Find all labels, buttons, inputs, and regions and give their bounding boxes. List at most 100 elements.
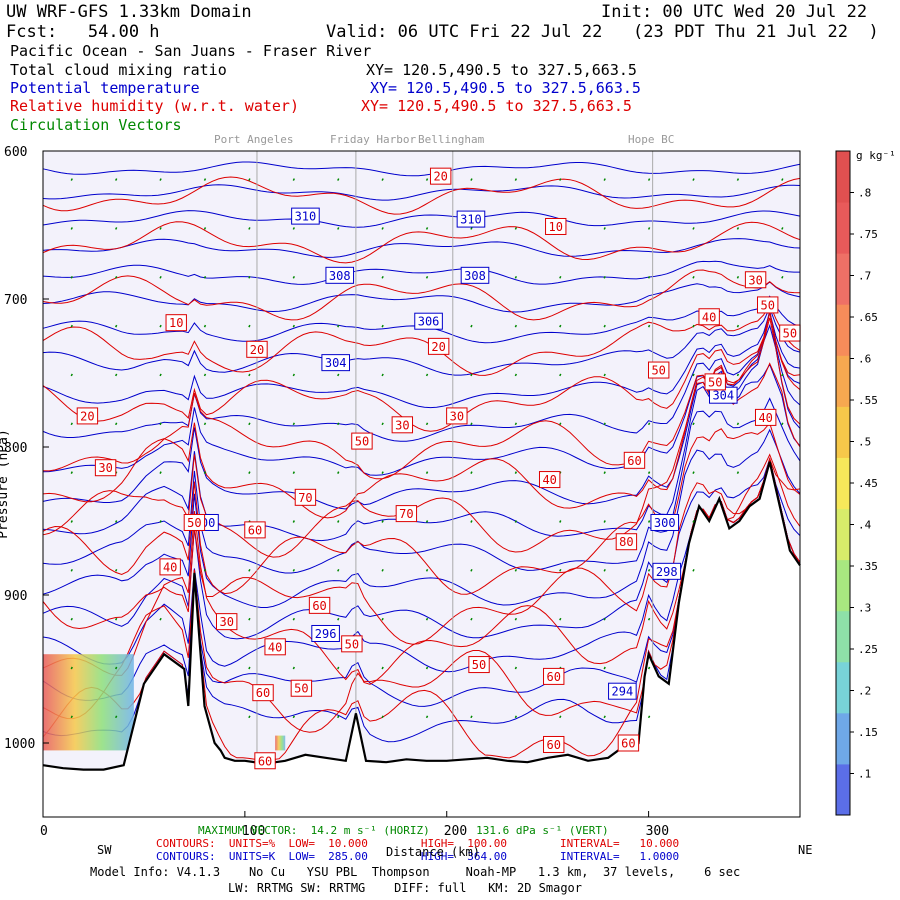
rh-label-box [617, 734, 640, 752]
rh-label-text: 10 [549, 220, 563, 234]
vector-arrow [248, 471, 251, 474]
rh-label: 30 [446, 407, 468, 425]
theta-label-box [325, 266, 355, 284]
colorbar-unit: g kg⁻¹ [856, 149, 896, 162]
rh-label: 50 [351, 432, 373, 450]
rh-label-text: 60 [312, 599, 326, 613]
vector-arrow [559, 373, 562, 377]
rh-label: 20 [427, 337, 450, 355]
vector-arrow [381, 178, 384, 181]
rh-label-text: 80 [619, 535, 633, 549]
rh-label-box [244, 521, 266, 539]
vector-arrow [292, 373, 295, 377]
rh-label: 50 [704, 373, 726, 391]
vector-arrow [470, 373, 473, 377]
colorbar-tick-label: .55 [858, 394, 878, 407]
colorbar-segment [836, 763, 850, 816]
vector-arrow [70, 568, 73, 572]
vector-arrow [203, 373, 207, 377]
vector-arrow [647, 666, 651, 670]
theta-label-text: 306 [418, 315, 440, 329]
vector-arrow [647, 568, 651, 572]
rh-label-text: 20 [80, 409, 94, 423]
rh-label-box [159, 558, 181, 576]
vector-arrow [115, 275, 118, 279]
theta-label-text: 296 [315, 627, 337, 641]
colorbar-tick-label: .1 [858, 768, 871, 781]
vector-arrow [736, 178, 740, 181]
vector-arrow [559, 520, 562, 523]
vector-arrow [70, 373, 73, 377]
theta-label: 296 [311, 624, 340, 642]
theta-label: 310 [291, 207, 320, 225]
vector-arrow [115, 568, 118, 572]
vector-arrow [514, 520, 518, 523]
vector-arrow [559, 568, 562, 572]
colorbar-segment [836, 406, 850, 458]
rh-label-text: 30 [395, 418, 409, 432]
vector-arrow [692, 227, 695, 230]
colorbar-segment [836, 508, 850, 561]
vector-arrow [337, 471, 340, 474]
vector-arrow [470, 568, 473, 572]
model-info-physics: LW: RRTMG SW: RRTMG DIFF: full KM: 2D Sm… [228, 881, 583, 895]
rh-label-box [391, 416, 414, 434]
rh-label-box [395, 505, 418, 523]
vector-arrow [337, 422, 340, 426]
theta-label-box [321, 354, 351, 372]
theta-label-text: 300 [654, 516, 676, 530]
theta-label-text: 310 [295, 210, 317, 224]
vector-arrow [248, 422, 251, 426]
rh-label: 20 [76, 407, 99, 425]
vector-arrow [337, 666, 340, 670]
theta-label-text: 308 [464, 269, 486, 283]
rh-label: 60 [244, 521, 266, 539]
rh-label-box [165, 314, 187, 332]
rh-label-text: 20 [250, 343, 264, 357]
rh-label-text: 30 [98, 461, 112, 475]
theta-label-text: 310 [460, 213, 482, 227]
vector-arrow [248, 178, 251, 181]
vector-arrow [381, 227, 384, 230]
theta-label: 306 [414, 312, 443, 330]
vector-arrow [470, 715, 473, 719]
rh-line [42, 221, 801, 264]
vector-arrow [159, 471, 162, 474]
rh-label: 50 [468, 656, 490, 674]
y-tick-label: 800 [4, 441, 27, 456]
vector-arrow [603, 422, 606, 426]
vector-arrow [115, 715, 118, 719]
theta-label-box [608, 682, 637, 700]
xy-rh: XY= 120.5,490.5 to 327.5,663.5 [361, 97, 632, 115]
vector-arrow [115, 617, 118, 621]
vector-arrow [203, 324, 207, 328]
vector-arrow [736, 275, 740, 279]
vector-arrow [736, 227, 740, 230]
below-ground [43, 461, 800, 817]
vector-arrow [70, 275, 73, 279]
theta-line [42, 397, 801, 574]
theta-label-text: 304 [712, 389, 734, 403]
vector-arrow [159, 422, 162, 426]
vector-arrow [381, 471, 384, 474]
x-tick-label: 0 [40, 824, 48, 839]
field-rh: Relative humidity (w.r.t. water) [10, 97, 299, 115]
vector-arrow [470, 422, 473, 426]
y-axis-title: Pressure (hPa) [0, 429, 11, 539]
rh-label-text: 20 [433, 170, 447, 184]
vector-arrow [736, 324, 740, 328]
vector-arrow [470, 617, 473, 621]
colorbar-segment [836, 661, 850, 714]
vector-arrow [203, 422, 207, 426]
vector-arrow [647, 422, 651, 426]
rh-label-box [252, 684, 274, 702]
rh-label-text: 40 [758, 411, 772, 425]
region-name: Pacific Ocean - San Juans - Fraser River [10, 42, 372, 60]
vector-arrow [470, 227, 473, 230]
theta-label-box [460, 266, 490, 284]
vector-arrow [115, 666, 118, 670]
vector-arrow [70, 422, 73, 426]
rh-label-text: 40 [542, 473, 556, 487]
rh-label-box [538, 471, 561, 489]
